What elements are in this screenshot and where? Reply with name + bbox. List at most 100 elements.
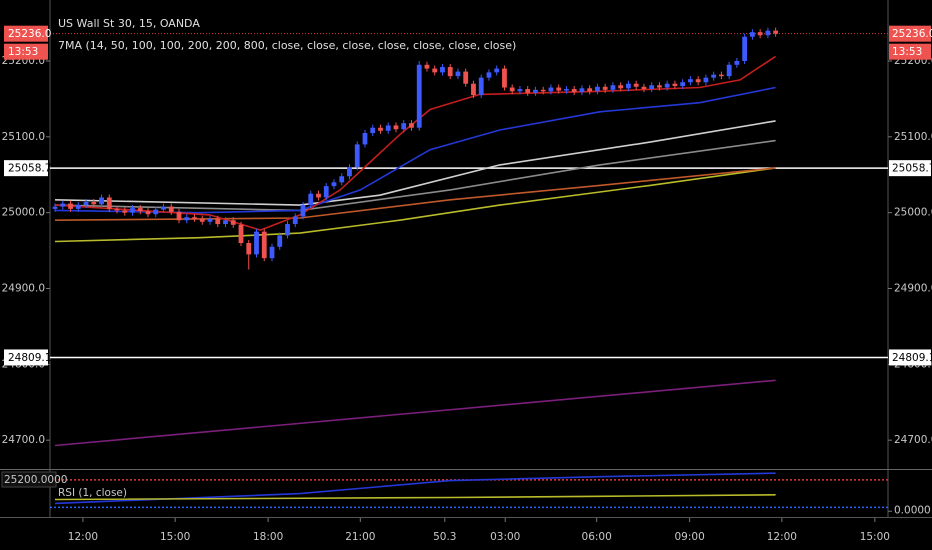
countdown-label-box	[4, 43, 48, 60]
last-price-label-box	[889, 25, 931, 42]
candle-body	[579, 88, 585, 93]
indicator-line	[54, 86, 776, 214]
candle-body	[416, 64, 422, 128]
y-tick-label: 25000.0	[2, 207, 45, 219]
candle-body	[52, 206, 58, 209]
candle-body	[308, 193, 314, 206]
candle-body	[246, 243, 252, 255]
candle-body	[440, 67, 445, 73]
x-tick-label: 09:00	[675, 531, 705, 543]
candle-body	[424, 64, 430, 69]
candle-body	[401, 123, 407, 130]
candle-body	[385, 125, 391, 131]
candle-body	[742, 36, 748, 61]
candle-body	[672, 83, 678, 87]
x-tick-label: 03:00	[490, 531, 520, 543]
candle-body	[277, 235, 283, 247]
candle-body	[137, 208, 143, 212]
candle-body	[587, 88, 593, 92]
candle-body	[556, 87, 562, 91]
candle-body	[347, 167, 352, 177]
y-tick-label: 24900.0	[894, 283, 932, 295]
price-line-label-box	[4, 160, 48, 177]
x-tick-label: 12:00	[68, 531, 98, 543]
candle-body	[176, 211, 182, 221]
rsi-title: RSI (1, close)	[58, 487, 127, 499]
candle-body	[540, 89, 546, 92]
candle-body	[285, 224, 290, 236]
annotation: 25200.0000	[4, 474, 67, 486]
last-price-label-box	[4, 25, 48, 42]
candle-body	[447, 67, 453, 77]
candle-body	[455, 71, 461, 77]
candle-body	[215, 218, 221, 225]
candle-body	[641, 86, 647, 90]
candle-body	[153, 209, 159, 215]
y-tick-label: 25100.0	[2, 131, 45, 143]
candle-body	[339, 176, 345, 183]
y-tick-label: 24900.0	[2, 283, 45, 295]
candle-body	[130, 208, 135, 213]
x-tick-label: 06:00	[582, 531, 612, 543]
indicator-line	[54, 472, 776, 505]
candle-body	[494, 68, 500, 73]
y-tick-label: 25200.0	[894, 55, 932, 67]
candle-body	[91, 202, 97, 205]
candle-body	[238, 224, 244, 243]
candle-body	[595, 86, 600, 92]
candle-body	[261, 231, 267, 259]
candle-body	[207, 218, 213, 222]
candle-body	[471, 83, 476, 96]
candle-body	[765, 30, 771, 36]
candle-body	[199, 218, 205, 222]
candle-body	[695, 79, 701, 83]
last-price-label: 25236.0	[892, 28, 932, 40]
candle-body	[726, 64, 732, 77]
candle-body	[509, 87, 515, 92]
candle-body	[571, 89, 577, 93]
candle-body	[161, 206, 166, 210]
indicator-line	[54, 120, 776, 206]
candle-body	[757, 32, 763, 36]
indicator-line	[54, 379, 776, 447]
candle-body	[517, 89, 523, 92]
candle-body	[354, 144, 360, 168]
price-line-label-box	[889, 160, 931, 177]
x-tick-label: 15:00	[860, 531, 890, 543]
candle-body	[626, 83, 631, 89]
y-tick-label: 0.0000	[894, 504, 931, 516]
candle-body	[564, 89, 569, 91]
candle-body	[114, 208, 120, 211]
y-tick-label: 25000.0	[894, 207, 932, 219]
candle-body	[99, 197, 104, 205]
candle-body	[168, 206, 174, 212]
chart-subtitle: 7MA (14, 50, 100, 100, 200, 200, 800, cl…	[58, 39, 516, 52]
candle-body	[664, 83, 670, 88]
candle-body	[432, 68, 438, 73]
x-tick-label: 12:00	[767, 531, 797, 543]
candle-body	[192, 217, 197, 219]
price-line-label: 25058.7	[892, 163, 932, 175]
candle-body	[145, 211, 151, 215]
candle-body	[409, 123, 414, 128]
candle-body	[463, 71, 469, 84]
candle-body	[331, 182, 337, 187]
indicator-line	[54, 167, 776, 243]
candle-body	[230, 220, 236, 225]
candle-body	[734, 60, 740, 65]
candle-body	[254, 231, 259, 255]
candle-body	[292, 216, 298, 225]
candle-body	[362, 133, 368, 145]
candle-body	[316, 193, 321, 198]
price-line-label: 24809.1	[8, 352, 51, 364]
candle-body	[223, 220, 228, 225]
candle-body	[711, 74, 717, 78]
countdown-label: 13:53	[892, 46, 922, 58]
candle-body	[60, 203, 66, 207]
candle-body	[378, 127, 383, 131]
y-tick-label: 25200.0	[2, 55, 45, 67]
candle-body	[525, 89, 531, 93]
